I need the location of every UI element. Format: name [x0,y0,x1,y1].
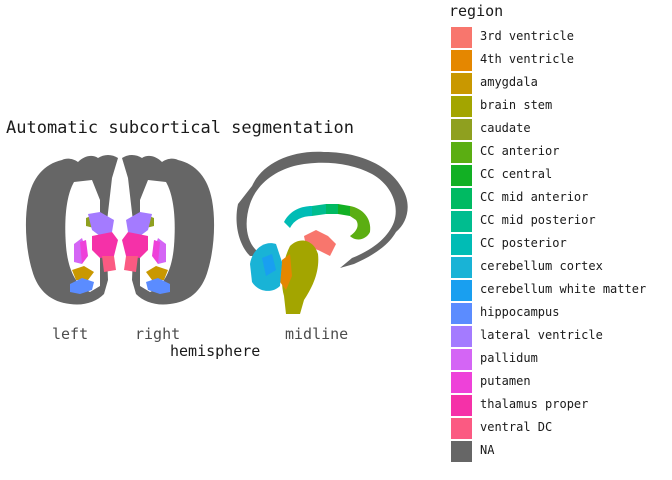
cc-mid-posterior [312,204,326,216]
left-putamen [80,240,88,264]
legend-swatch [451,257,472,278]
legend-label: putamen [480,374,531,388]
legend-swatch [451,188,472,209]
legend-swatch [451,234,472,255]
brain-atlas-figure [25,151,408,314]
legend-swatch [451,27,472,48]
cc-mid-anterior [326,204,338,214]
legend-item: cerebellum white matter [449,279,669,302]
legend-item: 3rd ventricle [449,26,669,49]
legend-swatch [451,395,472,416]
x-tick-right: right [135,325,181,343]
legend-item: ventral DC [449,417,669,440]
legend-label: brain stem [480,98,553,112]
legend-item: CC anterior [449,141,669,164]
legend-label: lateral ventricle [480,328,603,342]
legend-label: CC central [480,167,553,181]
right-putamen [152,240,160,264]
legend-swatch [451,73,472,94]
third-ventricle [304,230,336,256]
legend-swatch [451,372,472,393]
legend-swatch [451,441,472,462]
legend-swatch [451,165,472,186]
legend-swatch [451,418,472,439]
right-hippocampus [146,278,170,294]
legend-label: cerebellum cortex [480,259,603,273]
legend-swatch [451,349,472,370]
page-title: Automatic subcortical segmentation [6,118,354,138]
legend-item: thalamus proper [449,394,669,417]
thalamus-proper [92,232,148,258]
legend-swatch [451,142,472,163]
legend-swatch [451,326,472,347]
left-amygdala [72,266,94,280]
left-lateral-ventricle [88,212,114,236]
legend-swatch [451,211,472,232]
x-tick-left: left [52,325,89,343]
legend-label: CC mid anterior [480,190,589,204]
cerebellum-white-matter [262,254,276,276]
legend-label: pallidum [480,351,538,365]
legend-swatch [451,303,472,324]
legend-label: hippocampus [480,305,560,319]
legend-item: CC mid anterior [449,187,669,210]
cc-anterior [350,206,371,240]
legend-label: 3rd ventricle [480,29,574,43]
legend-label: CC anterior [480,144,560,158]
legend-label: thalamus proper [480,397,589,411]
legend-item: 4th ventricle [449,49,669,72]
right-lateral-ventricle [126,212,152,236]
right-amygdala [146,266,168,280]
legend-item: hippocampus [449,302,669,325]
legend-title: region [449,2,504,20]
fourth-ventricle [280,254,292,290]
legend-item: CC mid posterior [449,210,669,233]
left-hippocampus [70,278,94,294]
legend-swatch [451,119,472,140]
legend-label: CC posterior [480,236,567,250]
legend-item: caudate [449,118,669,141]
ventral-dc [102,256,138,272]
legend-item: brain stem [449,95,669,118]
legend-swatch [451,280,472,301]
cc-central [338,204,350,216]
legend-label: 4th ventricle [480,52,574,66]
sagittal-slice [236,151,408,314]
legend-label: ventral DC [480,420,553,434]
legend-item: putamen [449,371,669,394]
legend-label: NA [480,443,495,457]
legend-item: amygdala [449,72,669,95]
x-tick-midline: midline [285,325,349,343]
brain-stem [282,240,319,314]
legend-label: amygdala [480,75,538,89]
legend-label: cerebellum white matter [480,282,647,296]
legend-item: pallidum [449,348,669,371]
legend-swatch [451,50,472,71]
legend-item: NA [449,440,669,463]
coronal-slice [25,155,215,305]
cc-posterior [284,206,312,228]
legend-item: lateral ventricle [449,325,669,348]
legend-item: cerebellum cortex [449,256,669,279]
legend-label: caudate [480,121,531,135]
x-axis-title: hemisphere [170,342,261,360]
legend-item: CC central [449,164,669,187]
legend-label: CC mid posterior [480,213,596,227]
legend-item: CC posterior [449,233,669,256]
legend-swatch [451,96,472,117]
